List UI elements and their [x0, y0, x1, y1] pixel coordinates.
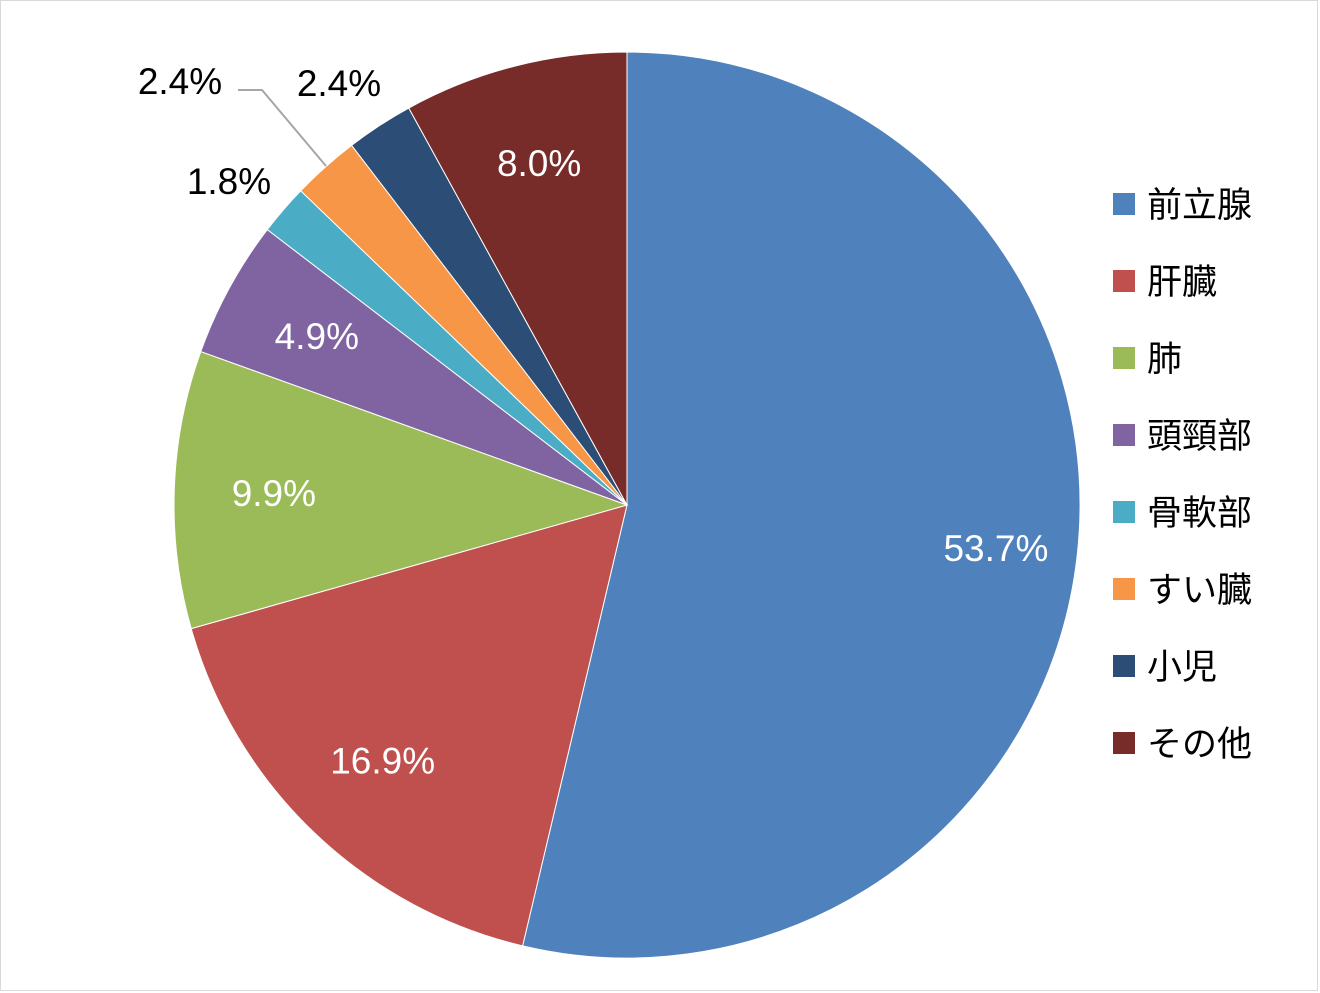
legend-swatch-slice-4: [1113, 424, 1135, 446]
pie-data-labels: 53.7% 16.9% 9.9% 4.9% 1.8% 2.4% 2.4% 8.0%: [138, 61, 1049, 781]
legend-label-slice-3: 肺: [1147, 340, 1182, 380]
data-label-slice-5: 1.8%: [187, 161, 271, 202]
pie-slice-8: [408, 51, 628, 506]
data-label-slice-1: 53.7%: [943, 528, 1048, 569]
legend-label-slice-5: 骨軟部: [1147, 494, 1252, 534]
legend-label-slice-4: 頭頸部: [1147, 417, 1252, 457]
pie-slice-1: [522, 51, 1081, 959]
pie-slice-3: [173, 350, 629, 630]
pie-slice-2: [190, 504, 628, 947]
data-label-slice-2: 16.9%: [330, 740, 435, 781]
legend-swatch-slice-7: [1113, 655, 1135, 677]
data-label-slice-8: 8.0%: [497, 143, 581, 184]
legend-swatch-slice-5: [1113, 501, 1135, 523]
legend-label-slice-6: すい臓: [1147, 571, 1252, 611]
legend-swatch-slice-2: [1113, 270, 1135, 292]
legend-swatch-slice-1: [1113, 193, 1135, 215]
data-label-slice-7: 2.4%: [297, 63, 381, 104]
legend-label-slice-2: 肝臓: [1147, 263, 1217, 303]
legend-label-slice-8: その他: [1147, 725, 1252, 765]
legend-label-slice-1: 前立腺: [1147, 186, 1252, 226]
pie-slices: [173, 51, 1081, 959]
leader-line-slice-6: [238, 89, 327, 167]
data-label-slice-6: 2.4%: [138, 61, 222, 102]
legend-label-slice-7: 小児: [1147, 648, 1217, 688]
data-label-slice-4: 4.9%: [275, 316, 359, 357]
legend-swatch-slice-3: [1113, 347, 1135, 369]
legend-swatch-slice-8: [1113, 732, 1135, 754]
legend-swatch-slice-6: [1113, 578, 1135, 600]
data-label-slice-3: 9.9%: [232, 473, 316, 514]
